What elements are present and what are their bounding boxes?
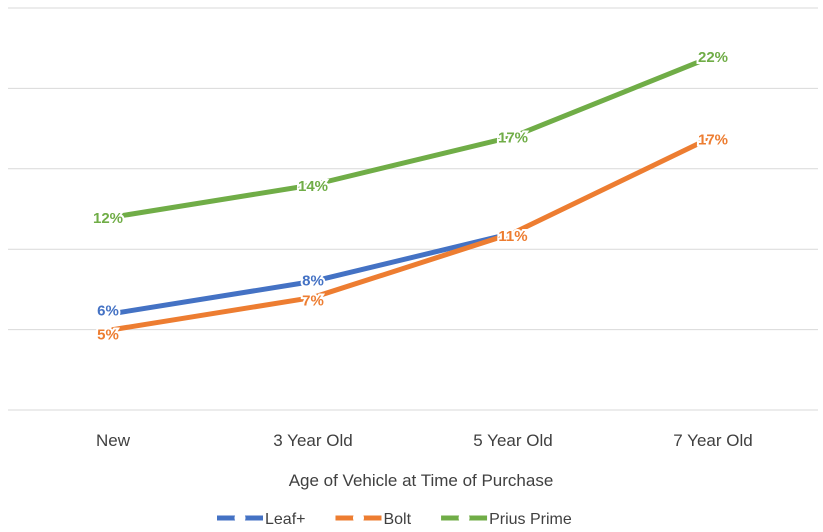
legend-marker	[352, 512, 364, 524]
gridlines	[8, 7, 818, 411]
legend: Leaf+ Bolt Prius Prime	[217, 511, 572, 528]
x-tick-label: 7 Year Old	[673, 431, 752, 450]
data-label: 5%	[97, 327, 119, 344]
data-label: 17%	[698, 132, 728, 149]
legend-item: Leaf+	[217, 511, 305, 528]
series-line-bolt	[110, 134, 716, 333]
series-lines	[110, 53, 716, 333]
x-tick-label: 5 Year Old	[473, 431, 552, 450]
data-label: 6%	[97, 303, 119, 320]
legend-marker	[234, 512, 246, 524]
data-label: 14%	[298, 178, 328, 195]
data-label: 17%	[498, 130, 528, 147]
x-axis-title: Age of Vehicle at Time of Purchase	[289, 471, 554, 490]
legend-label: Bolt	[383, 511, 411, 528]
legend-label: Prius Prime	[489, 511, 572, 528]
data-labels: 6% 8% 5% 7% 11% 17% 12% 14% 17% 22%	[91, 47, 730, 345]
x-tick-label: New	[96, 431, 131, 450]
legend-marker	[458, 512, 470, 524]
data-label: 7%	[302, 292, 324, 309]
legend-item: Bolt	[335, 511, 412, 528]
x-axis-ticks: New 3 Year Old 5 Year Old 7 Year Old	[96, 431, 753, 450]
data-label: 12%	[93, 210, 123, 227]
legend-label: Leaf+	[265, 511, 305, 528]
x-tick-label: 3 Year Old	[273, 431, 352, 450]
data-label: 11%	[498, 228, 527, 245]
data-label: 8%	[302, 272, 324, 289]
data-label: 22%	[698, 49, 728, 66]
series-line-prius-prime	[110, 53, 716, 220]
legend-item: Prius Prime	[441, 511, 572, 528]
series-line-leaf-	[110, 230, 516, 317]
